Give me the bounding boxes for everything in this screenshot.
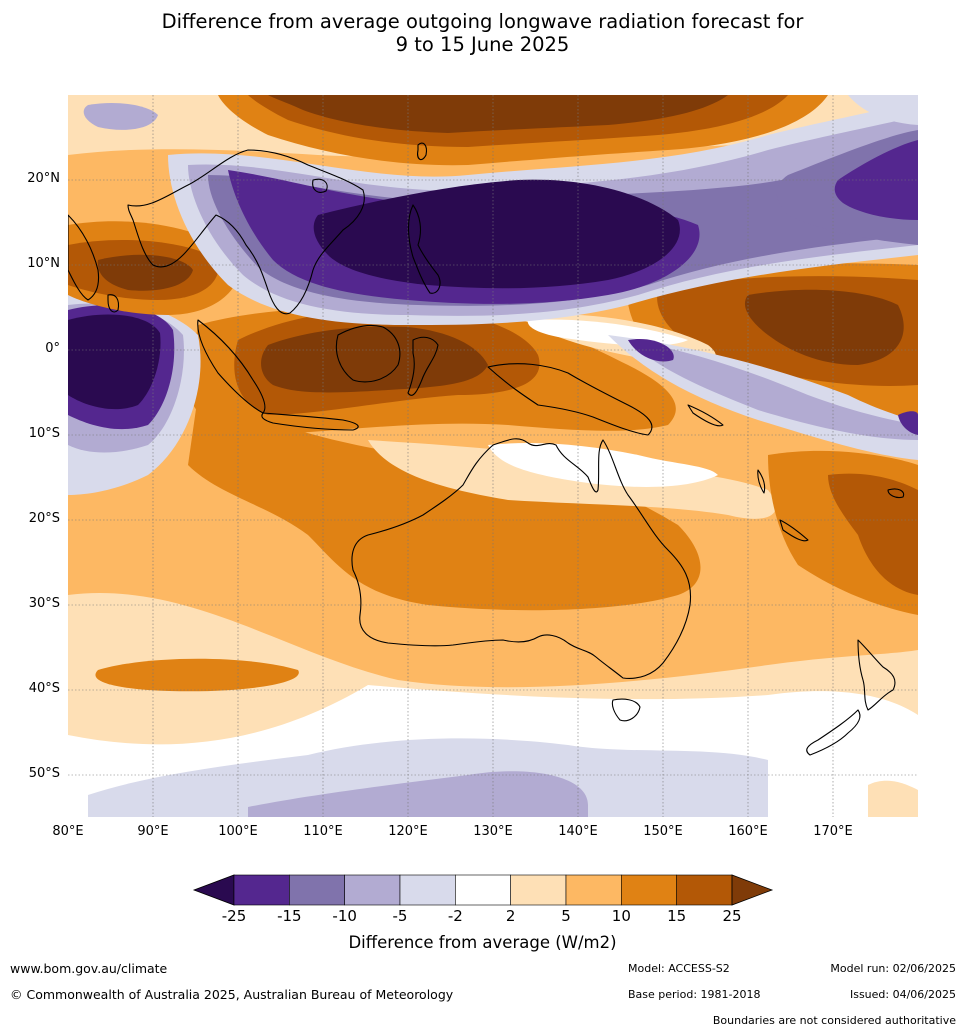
zone-orange-40s: [95, 658, 299, 692]
lon-label-80e: 80°E: [52, 824, 84, 839]
coastlines: [68, 142, 905, 756]
lon-label-130e: 130°E: [473, 824, 513, 839]
zone-nwpac-darkest: [313, 179, 680, 289]
coastline-taiwan: [417, 142, 427, 161]
zone-indian-darkest: [68, 314, 161, 410]
colorbar-tick-label: -10: [332, 907, 357, 925]
lat-label-20n: 20°N: [27, 171, 60, 186]
zone-north-darkest: [268, 95, 728, 133]
title-line-1: Difference from average outgoing longwav…: [161, 10, 804, 33]
coastline-fiji: [887, 488, 905, 499]
lon-label-120e: 120°E: [388, 824, 428, 839]
footer-disclaimer: Boundaries are not considered authoritat…: [712, 1014, 956, 1027]
footer-base-period: Base period: 1981-2018: [628, 988, 761, 1001]
zone-pacific-equator-purple: [628, 340, 918, 440]
colorbar-segment: [344, 874, 401, 906]
lon-label-140e: 140°E: [558, 824, 598, 839]
lat-label-20s: 20°S: [28, 511, 60, 526]
zone-tasman-dark: [828, 473, 918, 595]
lat-label-50s: 50°S: [28, 766, 60, 781]
coastline-sulawesi: [407, 336, 439, 396]
colorbar-segment: [565, 874, 622, 906]
zone-white-north-australia: [488, 443, 718, 487]
lon-label-150e: 150°E: [643, 824, 683, 839]
colorbar-segment: [399, 874, 456, 906]
lat-label-10n: 10°N: [27, 256, 60, 271]
colorbar-segments: [192, 874, 774, 906]
zone-eq-pacific-white: [527, 319, 688, 346]
lat-label-30s: 30°S: [28, 596, 60, 611]
footer-issued: Issued: 04/06/2025: [849, 988, 956, 1001]
coastline-new-caledonia: [779, 519, 809, 542]
colorbar-tick-label: 5: [561, 907, 571, 925]
coastline-hainan: [312, 178, 328, 193]
colorbar-tick-label: 15: [667, 907, 687, 925]
colorbar: [192, 874, 774, 906]
colorbar-segment: [233, 874, 290, 906]
zone-southern-lavender: [88, 738, 768, 817]
coastline-nz-south: [806, 709, 861, 756]
footer-model: Model: ACCESS-S2: [628, 962, 730, 975]
coastline-vanuatu: [757, 469, 766, 494]
zone-south-se-light: [868, 780, 918, 817]
lat-label-40s: 40°S: [28, 681, 60, 696]
colorbar-segment: [676, 874, 733, 906]
colorbar-arrow-low: [192, 874, 235, 906]
map-title: Difference from average outgoing longwav…: [0, 10, 965, 56]
colorbar-tick-label: -25: [221, 907, 247, 925]
zone-pacific-se-purple: [898, 411, 918, 435]
colorbar-segment: [510, 874, 567, 906]
coastline-java: [261, 412, 359, 431]
zone-north-east-lavender: [848, 95, 918, 125]
footer-copyright: © Commonwealth of Australia 2025, Austra…: [10, 987, 454, 1002]
coastline-india: [68, 214, 100, 301]
footer-model-run: Model run: 02/06/2025: [830, 962, 956, 975]
coastline-borneo: [335, 324, 401, 383]
zone-north-indian-darkest: [97, 254, 193, 291]
lon-label-170e: 170°E: [813, 824, 853, 839]
zone-pacific-equator-dark-purple: [628, 339, 674, 362]
lat-label-10s: 10°S: [28, 426, 60, 441]
footer-website: www.bom.gov.au/climate: [10, 961, 168, 976]
zone-maritime-darkest: [261, 326, 488, 393]
coastline-philippines: [407, 204, 441, 294]
coastline-tasmania: [611, 698, 641, 722]
zone-mid-orange-australia: [188, 395, 701, 611]
lon-label-160e: 160°E: [728, 824, 768, 839]
title-line-2: 9 to 15 June 2025: [395, 33, 570, 56]
colorbar-arrow-high: [731, 874, 774, 906]
coastline-australia: [351, 438, 692, 679]
colorbar-tick-label: -2: [447, 907, 463, 925]
lon-label-110e: 110°E: [303, 824, 343, 839]
map-svg: [68, 95, 918, 817]
zone-southern-purple: [248, 771, 588, 817]
coastline-sri-lanka: [107, 294, 120, 313]
zone-ne-pacific-dark: [834, 140, 918, 220]
colorbar-tick-label: -15: [277, 907, 302, 925]
coastline-solomons: [687, 404, 724, 427]
colorbar-tick-label: 25: [722, 907, 742, 925]
colorbar-segment: [289, 874, 345, 906]
lat-label-0: 0°: [45, 341, 60, 356]
graticule: [68, 95, 918, 817]
zone-north-asia-purple: [83, 103, 158, 130]
zone-wpac-darkest: [744, 289, 904, 365]
colorbar-segment: [621, 874, 677, 906]
colorbar-tick-label: 10: [611, 907, 631, 925]
colorbar-segment: [455, 874, 511, 906]
coastline-se-asia: [127, 149, 365, 315]
lon-label-100e: 100°E: [218, 824, 258, 839]
anomaly-map: [68, 95, 918, 817]
lon-label-90e: 90°E: [137, 824, 169, 839]
colorbar-tick-label: 2: [505, 907, 516, 925]
colorbar-tick-label: -5: [392, 907, 408, 925]
colorbar-label: Difference from average (W/m2): [348, 933, 617, 952]
coastline-new-guinea: [487, 363, 653, 436]
coastline-nz-north: [857, 639, 896, 711]
